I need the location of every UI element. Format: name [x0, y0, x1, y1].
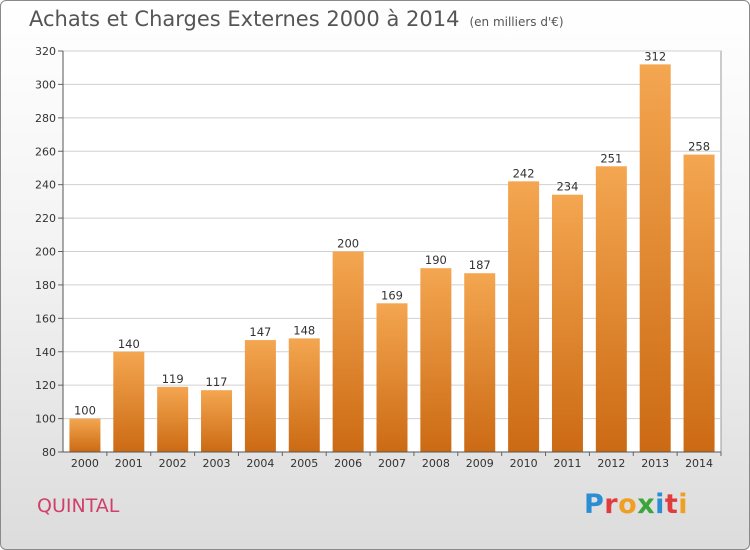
x-tick-label: 2000: [71, 457, 99, 470]
logo-letter: t: [664, 489, 679, 520]
data-label: 190: [425, 253, 447, 267]
bar: [201, 390, 233, 452]
y-tick-label: 280: [35, 112, 56, 125]
y-tick-label: 100: [35, 413, 56, 426]
x-tick-label: 2004: [246, 457, 274, 470]
bar: [595, 166, 627, 452]
y-tick-label: 240: [35, 179, 56, 192]
y-tick-label: 160: [35, 312, 56, 325]
data-label: 200: [337, 237, 359, 251]
bar: [376, 303, 408, 452]
x-tick-label: 2002: [159, 457, 187, 470]
x-tick-label: 2007: [378, 457, 406, 470]
location-name: QUINTAL: [37, 495, 120, 517]
x-tick-label: 2012: [597, 457, 625, 470]
y-tick-label: 180: [35, 279, 56, 292]
bar: [288, 338, 320, 452]
y-tick-label: 80: [42, 446, 56, 459]
x-tick-label: 2009: [466, 457, 494, 470]
logo-letter: x: [637, 489, 656, 520]
bar: [551, 194, 583, 453]
x-tick-label: 2010: [510, 457, 538, 470]
proxiti-logo: Proxiti: [584, 489, 688, 520]
x-tick-label: 2013: [641, 457, 669, 470]
x-tick-label: 2001: [115, 457, 143, 470]
x-tick-label: 2005: [290, 457, 318, 470]
data-label: 251: [600, 151, 622, 165]
data-label: 147: [249, 325, 271, 339]
bar: [157, 386, 189, 452]
data-label: 242: [513, 166, 535, 180]
data-label: 100: [74, 404, 96, 418]
logo-letter: i: [678, 489, 689, 520]
bar: [639, 64, 671, 452]
y-tick-label: 120: [35, 379, 56, 392]
data-label: 119: [162, 372, 184, 386]
data-label: 140: [118, 337, 140, 351]
x-tick-label: 2008: [422, 457, 450, 470]
subtitle-text: (en milliers d'€): [469, 15, 564, 29]
logo-letter: P: [584, 489, 605, 520]
data-label: 234: [556, 180, 578, 194]
bar: [508, 181, 540, 452]
data-label: 169: [381, 288, 403, 302]
bar: [332, 251, 364, 452]
logo-letter: i: [655, 489, 665, 520]
data-label: 187: [469, 258, 491, 272]
x-tick-label: 2011: [553, 457, 581, 470]
y-tick-label: 260: [35, 145, 56, 158]
x-tick-label: 2003: [203, 457, 231, 470]
bar: [464, 273, 496, 452]
y-tick-label: 320: [35, 45, 56, 58]
bar: [244, 340, 276, 452]
data-label: 312: [644, 49, 666, 63]
bar: [420, 268, 452, 452]
bar: [69, 418, 101, 452]
y-tick-label: 220: [35, 212, 56, 225]
x-tick-label: 2006: [334, 457, 362, 470]
y-tick-label: 200: [35, 246, 56, 259]
bar: [113, 351, 145, 452]
y-tick-label: 300: [35, 78, 56, 91]
logo-letter: r: [604, 489, 619, 520]
x-tick-label: 2014: [685, 457, 713, 470]
data-label: 258: [688, 140, 710, 154]
chart-title: Achats et Charges Externes 2000 à 2014 (e…: [29, 7, 564, 31]
data-label: 148: [293, 323, 315, 337]
title-text: Achats et Charges Externes 2000 à 2014: [29, 7, 460, 31]
bar: [683, 154, 715, 452]
data-label: 117: [206, 375, 228, 389]
logo-letter: o: [618, 489, 638, 520]
y-tick-label: 140: [35, 346, 56, 359]
